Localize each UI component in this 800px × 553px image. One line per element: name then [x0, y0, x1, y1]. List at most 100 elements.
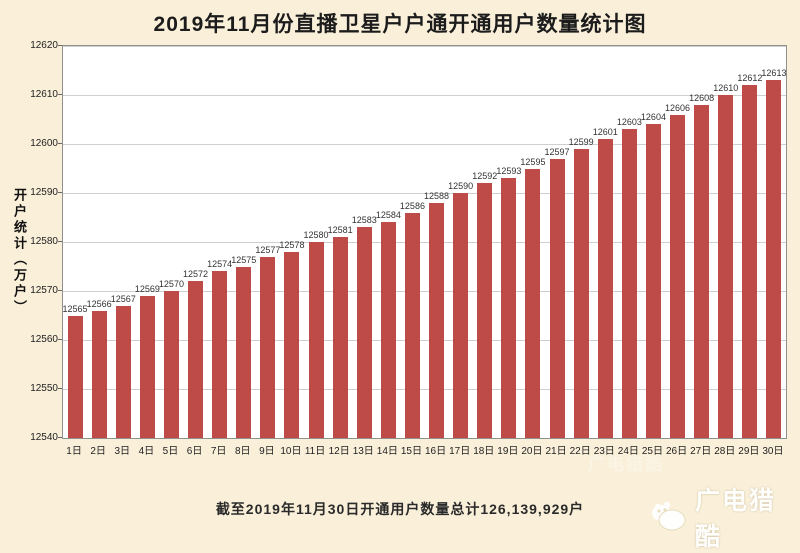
bar [91, 310, 107, 438]
bar-value-label: 12610 [713, 83, 739, 93]
gridline [63, 291, 786, 292]
x-tick-label: 25日 [641, 446, 663, 457]
y-tick-label: 12620 [30, 40, 58, 51]
chart-title: 2019年11月份直播卫星户户通开通用户数量统计图 [153, 13, 647, 36]
bar-value-label: 12612 [737, 73, 763, 84]
x-tick-label: 28日 [714, 446, 736, 457]
bar-value-label: 12565 [62, 303, 88, 314]
y-tick-label: 12600 [30, 138, 58, 149]
panda-logo-icon [648, 498, 688, 537]
bar [212, 271, 228, 438]
x-tick-label: 15日 [400, 446, 422, 457]
bar [573, 148, 589, 438]
y-tick-mark [58, 241, 62, 242]
bar [115, 305, 131, 438]
bar-value-label: 12608 [689, 92, 715, 103]
x-tick-label: 8日 [234, 446, 251, 457]
y-tick-label: 12540 [30, 432, 58, 443]
bar-value-label: 12606 [665, 102, 691, 113]
bar [236, 266, 252, 438]
y-tick-mark [58, 437, 62, 438]
x-tick-label: 3日 [114, 446, 131, 457]
x-tick-label: 13日 [352, 446, 374, 457]
y-tick-mark [58, 388, 62, 389]
x-tick-label: 12日 [328, 446, 350, 457]
bar [645, 124, 661, 438]
bar-value-label: 12613 [761, 68, 787, 79]
y-tick-mark [58, 290, 62, 291]
x-tick-label: 18日 [473, 446, 495, 457]
bar [188, 281, 204, 438]
bar [525, 168, 541, 438]
bar-value-label: 12574 [207, 259, 233, 270]
x-tick-label: 27日 [690, 446, 712, 457]
bar [621, 129, 637, 438]
bar-value-label: 12567 [110, 293, 136, 304]
x-tick-label: 10日 [280, 446, 302, 457]
x-tick-label: 26日 [665, 446, 688, 457]
bar [356, 227, 372, 438]
bar-value-label: 12593 [496, 166, 522, 177]
y-tick-label: 12610 [30, 89, 58, 100]
bar [742, 85, 758, 438]
bar-value-label: 12595 [520, 156, 546, 167]
bar-value-label: 12570 [158, 279, 184, 289]
bar [694, 104, 710, 438]
x-tick-label: 30日 [762, 446, 784, 457]
y-axis-title: 开户统计（万户） [12, 188, 27, 316]
bar-value-label: 12584 [375, 210, 401, 221]
bar [766, 80, 782, 438]
bar-value-label: 12590 [448, 181, 474, 191]
y-tick-label: 12560 [30, 334, 58, 345]
bar-value-label: 12569 [134, 283, 160, 294]
bar-value-label: 12575 [231, 254, 257, 265]
x-tick-label: 14日 [376, 446, 398, 457]
bar [597, 139, 613, 438]
bar [404, 212, 420, 438]
bar-value-label: 12586 [399, 200, 425, 211]
x-tick-label: 6日 [186, 446, 203, 457]
bar-value-label: 12577 [255, 244, 281, 255]
bar-value-label: 12597 [544, 146, 570, 157]
bar-value-label: 12603 [616, 117, 642, 128]
x-tick-label: 7日 [210, 446, 227, 457]
y-tick-label: 12570 [30, 285, 58, 296]
y-tick-label: 12590 [30, 187, 58, 198]
gridline [63, 389, 786, 390]
bar-value-label: 12588 [424, 190, 450, 201]
x-tick-label: 4日 [138, 446, 155, 457]
plot-area: 12565 12566 12567 12569 12570 12572 12574 12575… [62, 45, 787, 439]
y-tick-mark [58, 94, 62, 95]
y-tick-mark [58, 339, 62, 340]
gridline [63, 95, 786, 96]
bar [501, 178, 517, 438]
y-tick-label: 12580 [30, 236, 58, 247]
chart: 2019年11月份直播卫星户户通开通用户数量统计图 开户统计（万户） 12565… [12, 13, 787, 551]
bar-value-label: 12578 [279, 239, 305, 250]
x-tick-label: 22日 [569, 446, 591, 457]
bar-value-label: 12604 [640, 112, 666, 123]
bar [284, 251, 300, 438]
bar [718, 95, 734, 438]
x-tick-label: 21日 [545, 446, 567, 457]
watermark-label: 广电猎酷 [695, 487, 777, 551]
bar [549, 158, 565, 438]
bar [477, 183, 493, 438]
bar [260, 256, 276, 438]
bar [308, 242, 324, 438]
bar-value-label: 12580 [303, 230, 329, 240]
x-tick-label: 1日 [66, 446, 82, 457]
x-tick-label: 11日 [304, 446, 326, 457]
total-users-caption: 截至2019年11月30日开通用户数量总计126,139,929户 [215, 501, 585, 517]
x-tick-label: 5日 [162, 446, 179, 457]
x-tick-label: 29日 [738, 446, 760, 457]
bar-value-label: 12599 [568, 136, 594, 147]
bar [332, 237, 348, 438]
bar-value-label: 12592 [472, 171, 498, 182]
bar [67, 315, 83, 438]
y-tick-mark [58, 192, 62, 193]
gridline [63, 46, 786, 47]
bar-value-label: 12572 [183, 269, 209, 280]
x-tick-label: 2日 [90, 446, 106, 457]
x-tick-label: 20日 [521, 446, 543, 457]
